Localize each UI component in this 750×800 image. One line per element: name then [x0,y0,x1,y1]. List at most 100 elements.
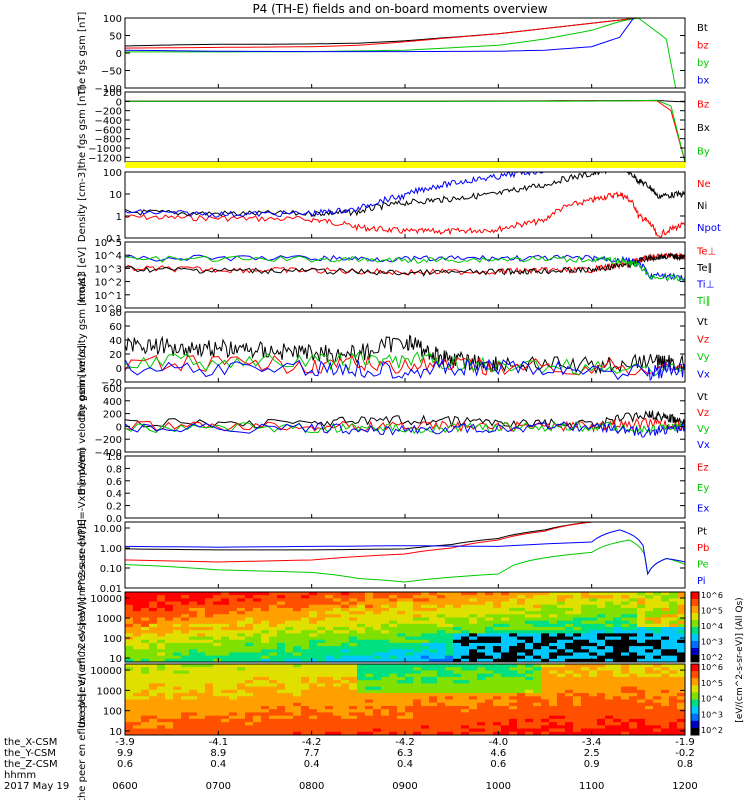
spectrogram-cell [565,598,574,602]
spectrogram-cell [493,667,502,671]
spectrogram-cell [589,639,598,644]
spectrogram-cell [365,680,374,684]
spectrogram-cell [445,592,454,596]
spectrogram-cell [653,670,662,675]
spectrogram-cell [517,696,526,700]
spectrogram-cell [669,636,678,641]
spectrogram-cell [333,705,342,710]
spectrogram-cell [293,598,302,602]
spectrogram-cell [357,725,366,729]
spectrogram-cell [653,676,662,681]
spectrogram-cell [213,633,222,637]
spectrogram-cell [221,683,230,687]
spectrogram-cell [173,636,182,641]
spectrogram-cell [677,683,686,687]
spectrogram-cell [205,607,214,612]
spectrogram-cell [653,673,662,678]
spectrogram-cell [141,652,150,657]
spectrogram-cell [405,611,414,615]
spectrogram-cell [213,630,222,634]
spectrogram-cell [301,649,310,653]
spectrogram-cell [125,655,134,660]
spectrogram-cell [197,728,206,733]
spectrogram-cell [349,623,358,628]
spectrogram-cell [317,652,326,657]
spectrogram-cell [429,611,438,615]
spectrogram-cell [285,620,294,625]
spectrogram-cell [141,598,150,602]
spectrogram-cell [549,715,558,720]
spectrogram-cell [621,693,630,697]
spectrogram-cell [373,705,382,710]
spectrogram-cell [149,664,158,668]
spectrogram-cell [589,718,598,723]
spectrogram-cell [149,649,158,653]
spectrogram-cell [477,683,486,687]
spectrogram-cell [549,611,558,615]
spectrogram-cell [381,607,390,612]
spectrogram-cell [205,712,214,717]
spectrogram-cell [605,655,614,660]
spectrogram-cell [357,715,366,720]
spectrogram-cell [429,601,438,606]
spectrogram-cell [301,614,310,618]
spectrogram-cell [597,601,606,606]
spectrogram-cell [573,623,582,628]
spectrogram-cell [517,725,526,729]
spectrogram-cell [469,623,478,628]
y-tick-label: −100 [95,84,122,95]
spectrogram-cell [453,702,462,707]
spectrogram-cell [445,664,454,668]
series-line-Ne [125,191,685,238]
spectrogram-cell [397,623,406,628]
spectrogram-cell [621,649,630,653]
spectrogram-cell [453,604,462,609]
spectrogram-cell [413,595,422,599]
spectrogram-cell [437,639,446,644]
spectrogram-cell [197,627,206,631]
spectrogram-cell [573,670,582,675]
spectrogram-cell [189,636,198,641]
spectrogram-cell [557,712,566,717]
spectrogram-cell [149,611,158,615]
spectrogram-cell [589,614,598,618]
spectrogram-cell [245,683,254,687]
spectrogram-cell [613,702,622,707]
spectrogram-cell [605,683,614,687]
spectrogram-cell [293,655,302,660]
spectrogram-cell [501,630,510,634]
spectrogram-cell [181,642,190,647]
spectrogram-cell [333,722,342,726]
spectrogram-cell [565,673,574,678]
spectrogram-cell [205,664,214,668]
spectrogram-cell [557,702,566,707]
spectrogram-cell [261,705,270,710]
spectrogram-cell [565,686,574,691]
spectrogram-cell [245,670,254,675]
spectrogram-cell [509,705,518,710]
spectrogram-cell [413,630,422,634]
y-tick-label: −20 [101,378,122,389]
spectrogram-cell [229,705,238,710]
spectrogram-cell [469,693,478,697]
spectrogram-cell [549,676,558,681]
spectrogram-cell [301,607,310,612]
spectrogram-cell [301,633,310,637]
spectrogram-cell [589,652,598,657]
spectrogram-cell [637,686,646,691]
spectrogram-cell [509,676,518,681]
spectrogram-cell [133,715,142,720]
spectrogram-cell [621,664,630,668]
spectrogram-cell [309,689,318,694]
spectrogram-cell [125,664,134,668]
spectrogram-cell [245,646,254,650]
spectrogram-cell [301,655,310,660]
series-line-Vt [125,334,685,375]
spectrogram-cell [421,604,430,609]
spectrogram-cell [373,696,382,700]
spectrogram-cell [389,604,398,609]
spectrogram-cell [429,623,438,628]
spectrogram-cell [229,633,238,637]
spectrogram-cell [493,617,502,622]
spectrogram-cell [389,620,398,625]
